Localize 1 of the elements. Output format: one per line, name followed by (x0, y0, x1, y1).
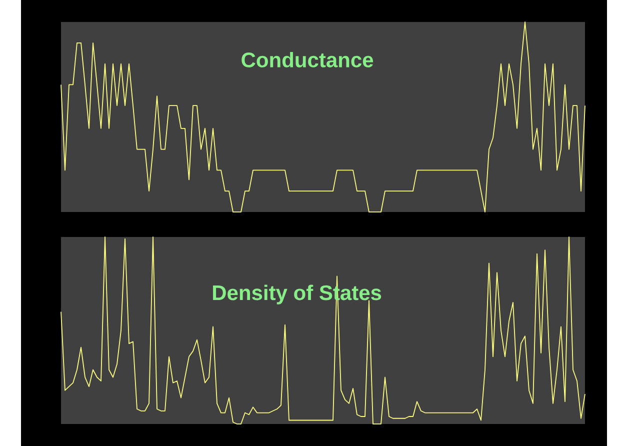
text: Conductance (242, 52, 374, 68)
